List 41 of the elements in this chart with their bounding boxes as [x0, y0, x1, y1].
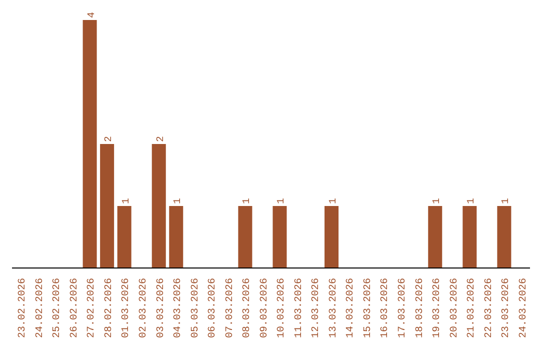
- x-tick-label: 02.03.2026: [138, 278, 150, 338]
- data-label: 2: [156, 136, 167, 142]
- x-tick-label: 04.03.2026: [173, 278, 184, 338]
- data-label: 1: [328, 198, 340, 204]
- data-label: 1: [173, 198, 184, 204]
- x-tick-label: 17.03.2026: [398, 278, 408, 338]
- x-tick-label: 14.03.2026: [346, 278, 357, 338]
- data-label: 4: [86, 12, 98, 18]
- x-tick-label: 18.03.2026: [414, 278, 426, 338]
- x-tick-label: 12.03.2026: [311, 278, 322, 338]
- x-tick-label: 24.02.2026: [34, 278, 46, 338]
- data-label: 1: [121, 198, 132, 204]
- x-tick-label: 07.03.2026: [224, 278, 236, 338]
- x-tick-label: 10.03.2026: [276, 278, 288, 338]
- x-tick-label: 03.03.2026: [156, 278, 167, 338]
- data-label: 1: [276, 198, 288, 204]
- data-label: 1: [432, 198, 444, 204]
- x-tick-label: 16.03.2026: [380, 278, 392, 338]
- x-tick-label: 25.02.2026: [52, 278, 64, 338]
- data-label: 2: [104, 136, 116, 142]
- x-tick-label: 23.02.2026: [18, 278, 29, 338]
- x-tick-label: 11.03.2026: [294, 278, 305, 338]
- x-tick-label: 28.02.2026: [104, 278, 115, 338]
- x-tick-label: 05.03.2026: [190, 278, 202, 338]
- x-tick-label: 26.02.2026: [69, 278, 80, 338]
- x-tick-label: 24.03.2026: [518, 278, 530, 338]
- x-tick-label: 13.03.2026: [328, 278, 340, 338]
- data-label: 1: [242, 198, 254, 204]
- x-tick-label: 15.03.2026: [362, 278, 374, 338]
- x-tick-label: 19.03.2026: [432, 278, 444, 338]
- x-tick-label: 09.03.2026: [259, 278, 270, 338]
- x-tick-label: 01.03.2026: [121, 278, 132, 338]
- data-label: 1: [466, 198, 478, 204]
- x-tick-label: 22.03.2026: [484, 278, 495, 338]
- data-label: 1: [501, 198, 512, 204]
- x-tick-label: 27.02.2026: [86, 278, 98, 338]
- x-tick-label: 23.03.2026: [501, 278, 512, 338]
- x-tick-label: 21.03.2026: [466, 278, 478, 338]
- x-tick-label: 06.03.2026: [208, 278, 219, 338]
- x-tick-label: 20.03.2026: [449, 278, 460, 338]
- x-tick-label: 08.03.2026: [242, 278, 254, 338]
